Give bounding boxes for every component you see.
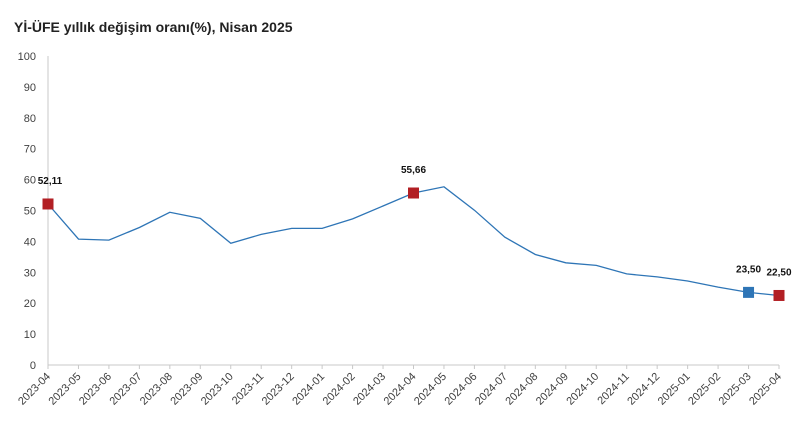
x-tick-label: 2024-03 — [351, 371, 388, 408]
x-tick-label: 2023-05 — [47, 371, 84, 408]
y-tick-label: 30 — [24, 267, 36, 279]
x-tick-label: 2025-01 — [656, 371, 693, 408]
x-tick-label: 2023-09 — [168, 371, 205, 408]
highlight-marker — [743, 286, 755, 298]
y-tick-label: 80 — [24, 113, 36, 125]
x-tick-label: 2024-06 — [443, 371, 480, 408]
y-tick-label: 100 — [18, 51, 36, 63]
y-tick-label: 10 — [24, 329, 36, 341]
x-tick-label: 2025-02 — [686, 371, 723, 408]
y-tick-label: 90 — [24, 82, 36, 94]
x-tick-label: 2024-02 — [321, 371, 358, 408]
x-tick-label: 2024-09 — [534, 371, 571, 408]
y-tick-label: 20 — [24, 298, 36, 310]
y-tick-label: 40 — [24, 236, 36, 248]
x-tick-label: 2023-07 — [107, 371, 144, 408]
y-tick-label: 0 — [30, 360, 36, 372]
x-tick-label: 2024-10 — [564, 371, 601, 408]
x-tick-label: 2023-10 — [199, 371, 236, 408]
x-tick-label: 2023-08 — [138, 371, 175, 408]
data-label: 55,66 — [401, 165, 426, 176]
data-label: 23,50 — [736, 264, 761, 275]
chart-title: Yİ-ÜFE yıllık değişim oranı(%), Nisan 20… — [14, 19, 293, 35]
x-tick-label: 2023-04 — [16, 371, 53, 408]
y-tick-label: 70 — [24, 144, 36, 156]
x-tick-label: 2023-06 — [77, 371, 114, 408]
x-tick-label: 2024-05 — [412, 371, 449, 408]
x-tick-label: 2024-04 — [382, 371, 419, 408]
y-tick-label: 60 — [24, 175, 36, 187]
highlight-marker — [408, 187, 419, 199]
y-tick-label: 50 — [24, 206, 36, 218]
x-tick-label: 2025-03 — [717, 371, 754, 408]
x-tick-label: 2024-01 — [290, 371, 327, 408]
x-tick-label: 2024-08 — [503, 371, 540, 408]
data-label: 52,11 — [38, 176, 63, 187]
x-tick-label: 2024-12 — [625, 371, 662, 408]
series-line — [47, 186, 780, 297]
x-tick-label: 2025-04 — [747, 371, 784, 408]
highlight-marker — [773, 289, 785, 301]
data-label: 22,50 — [766, 267, 791, 278]
x-tick-label: 2024-07 — [473, 371, 510, 408]
x-tick-label: 2023-12 — [260, 371, 297, 408]
highlight-marker — [42, 198, 54, 210]
